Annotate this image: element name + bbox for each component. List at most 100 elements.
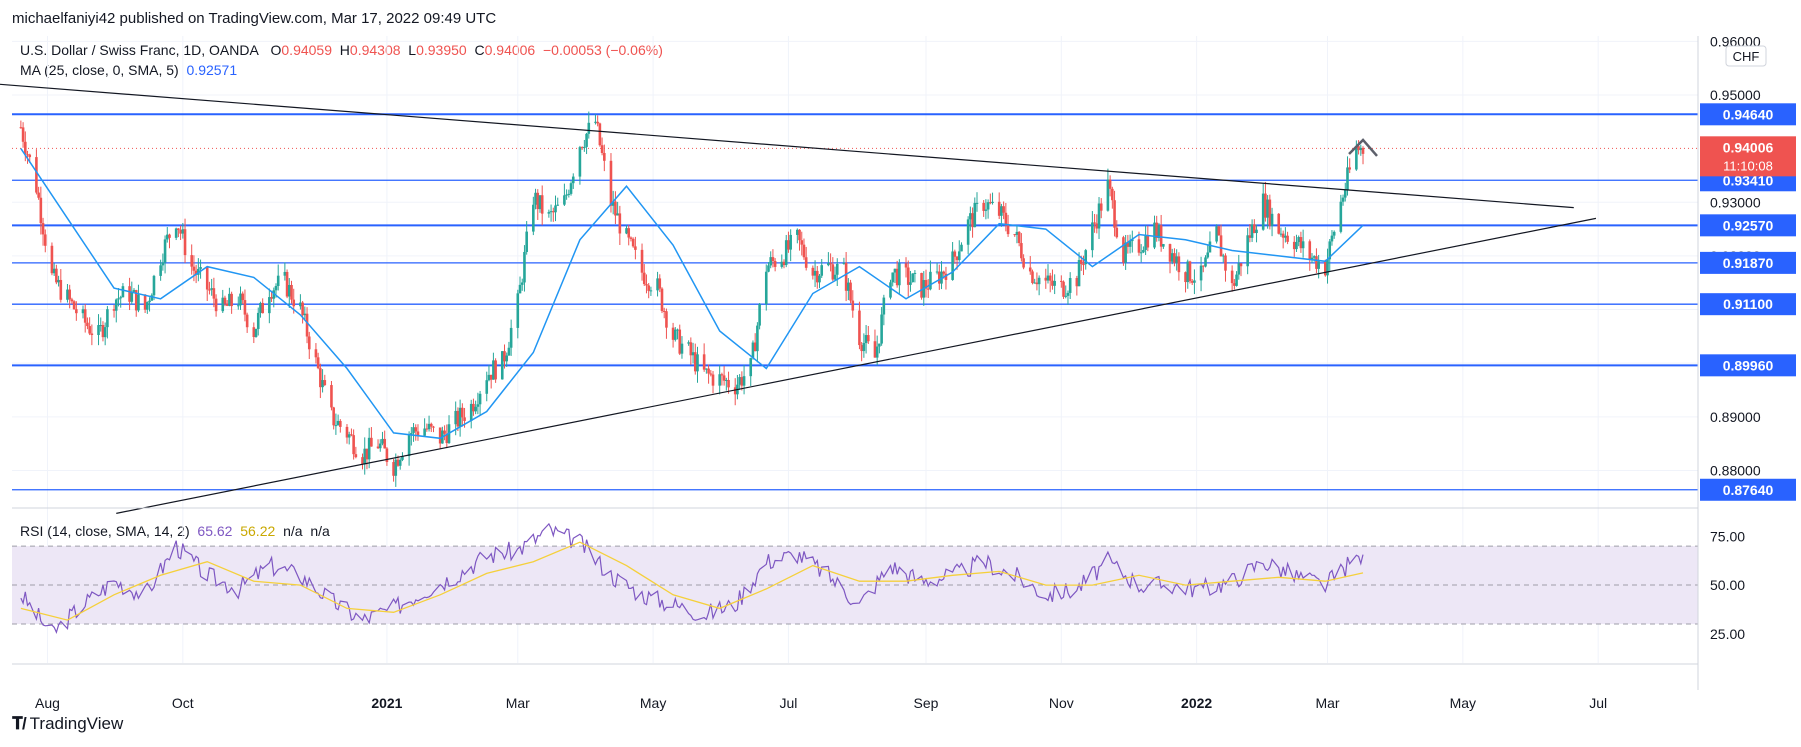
candle-body	[410, 433, 413, 436]
open-label: O	[270, 42, 282, 58]
candle-body	[906, 267, 910, 285]
candle-body	[1297, 237, 1300, 243]
candle-body	[1093, 222, 1096, 224]
candle-body	[1048, 275, 1052, 281]
candle-body	[516, 293, 520, 328]
candle-body	[1162, 244, 1165, 247]
candle-body	[259, 302, 262, 313]
candle-body	[1170, 253, 1174, 262]
x-tick-label: Jul	[779, 695, 797, 711]
last-price-box	[1700, 136, 1796, 177]
level-label: 0.92570	[1723, 217, 1774, 233]
candle-body	[1230, 270, 1234, 284]
candle-body	[860, 345, 863, 352]
ma-value: 0.92571	[186, 62, 238, 78]
candle-body	[361, 457, 364, 465]
candle-body	[789, 234, 792, 250]
candle-body	[944, 273, 948, 280]
candle-body	[68, 289, 71, 300]
candle-body	[347, 434, 351, 438]
candle-body	[276, 275, 280, 286]
ma-label: MA (25, close, 0, SMA, 5)	[20, 62, 179, 78]
x-tick-label: May	[640, 695, 666, 711]
candle-body	[319, 368, 322, 388]
candle-body	[128, 286, 131, 302]
candle-body	[733, 387, 737, 395]
candle-body	[818, 275, 821, 283]
candle-body	[1268, 199, 1272, 226]
candle-body	[982, 202, 985, 211]
candle-body	[1122, 237, 1125, 263]
candle-body	[720, 374, 724, 376]
low-value: 0.93950	[416, 42, 467, 58]
candle-body	[1332, 231, 1336, 236]
candle-body	[487, 374, 491, 381]
candle-body	[208, 289, 211, 291]
candle-body	[1224, 255, 1227, 271]
candle-body	[842, 262, 846, 264]
candle-body	[396, 459, 400, 466]
candle-body	[469, 403, 473, 421]
candle-body	[500, 351, 504, 380]
candle-body	[1299, 237, 1303, 249]
candle-body	[458, 407, 462, 427]
candle-body	[960, 244, 963, 252]
rsi-sma-line	[20, 541, 1364, 621]
candle-body	[955, 256, 959, 261]
candle-body	[1000, 206, 1003, 216]
candle-body	[161, 262, 165, 266]
candle-body	[691, 352, 695, 356]
candle-body	[565, 194, 568, 196]
candle-body	[214, 298, 218, 312]
candle-body	[492, 360, 495, 380]
candle-body	[802, 244, 806, 258]
candle-body	[585, 133, 588, 147]
candle-body	[181, 229, 185, 234]
candle-body	[532, 204, 535, 232]
candle-body	[461, 407, 464, 418]
candle-body	[665, 311, 668, 328]
candle-body	[851, 300, 855, 311]
candle-body	[1284, 235, 1287, 238]
candle-body	[334, 425, 338, 427]
currency-badge: CHF	[1733, 49, 1760, 64]
candle-body	[518, 284, 522, 294]
candle-body	[99, 325, 103, 327]
candle-body	[1215, 226, 1218, 242]
level-label-box	[1700, 354, 1796, 377]
candle-body	[21, 127, 25, 142]
candle-body	[509, 327, 513, 348]
candle-body	[756, 325, 759, 352]
candle-body	[1330, 235, 1334, 242]
close-label: C	[474, 42, 485, 58]
candle-body	[199, 267, 202, 269]
candle-body	[1142, 249, 1145, 253]
candle-body	[365, 448, 369, 460]
trendline	[116, 217, 1597, 514]
candle-body	[381, 438, 384, 444]
candle-body	[1246, 235, 1249, 267]
open-value: 0.94059	[281, 42, 332, 58]
candle-body	[966, 219, 970, 245]
horizontal-levels	[12, 113, 1698, 491]
candle-body	[474, 406, 477, 412]
tradingview-logo[interactable]: 𝐓/ TradingView	[12, 714, 123, 734]
candle-body	[1168, 244, 1172, 262]
candle-body	[1028, 267, 1032, 272]
candle-body	[1044, 277, 1048, 281]
candle-body	[1002, 206, 1005, 213]
candle-body	[245, 314, 249, 328]
candle-body	[813, 270, 817, 276]
candle-body	[50, 245, 54, 274]
candle-body	[283, 271, 287, 276]
level-label-box	[1700, 214, 1796, 237]
candle-body	[1326, 259, 1329, 276]
rsi-tick-label: 50.00	[1710, 577, 1745, 593]
candle-body	[1317, 261, 1320, 269]
candle-body	[330, 385, 333, 408]
candle-body	[893, 268, 897, 273]
candle-body	[292, 299, 296, 307]
candle-body	[569, 183, 573, 194]
candle-body	[323, 380, 327, 386]
